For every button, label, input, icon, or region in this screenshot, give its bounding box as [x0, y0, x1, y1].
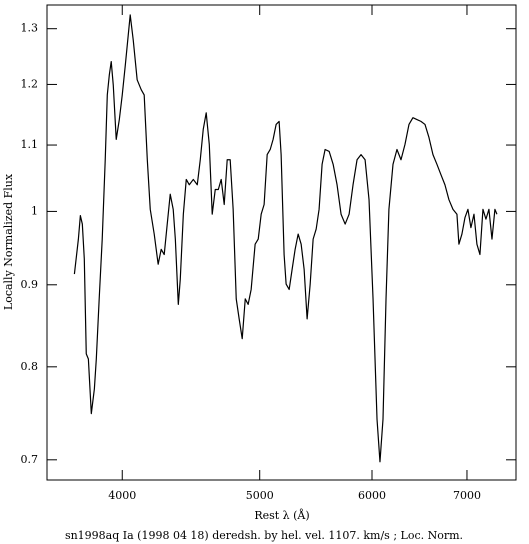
x-tick-label: 4000 — [108, 489, 136, 502]
caption: sn1998aq Ia (1998 04 18) deredsh. by hel… — [65, 529, 463, 542]
plot-frame — [46, 4, 517, 481]
y-tick-label: 1.1 — [21, 138, 39, 151]
x-tick-label: 5000 — [246, 489, 274, 502]
spectrum-line — [73, 14, 498, 463]
y-tick-label: 1.2 — [21, 77, 39, 90]
x-tick-label: 6000 — [358, 489, 386, 502]
y-axis-label: Locally Normalized Flux — [2, 173, 15, 310]
y-tick-label: 1.3 — [21, 22, 39, 35]
x-tick-label: 7000 — [453, 489, 481, 502]
y-tick-label: 0.8 — [21, 360, 39, 373]
y-tick-label: 1 — [31, 204, 38, 217]
y-tick-label: 0.9 — [21, 278, 39, 291]
y-tick-label: 0.7 — [21, 453, 39, 466]
x-axis-label: Rest λ (Å) — [254, 508, 309, 522]
